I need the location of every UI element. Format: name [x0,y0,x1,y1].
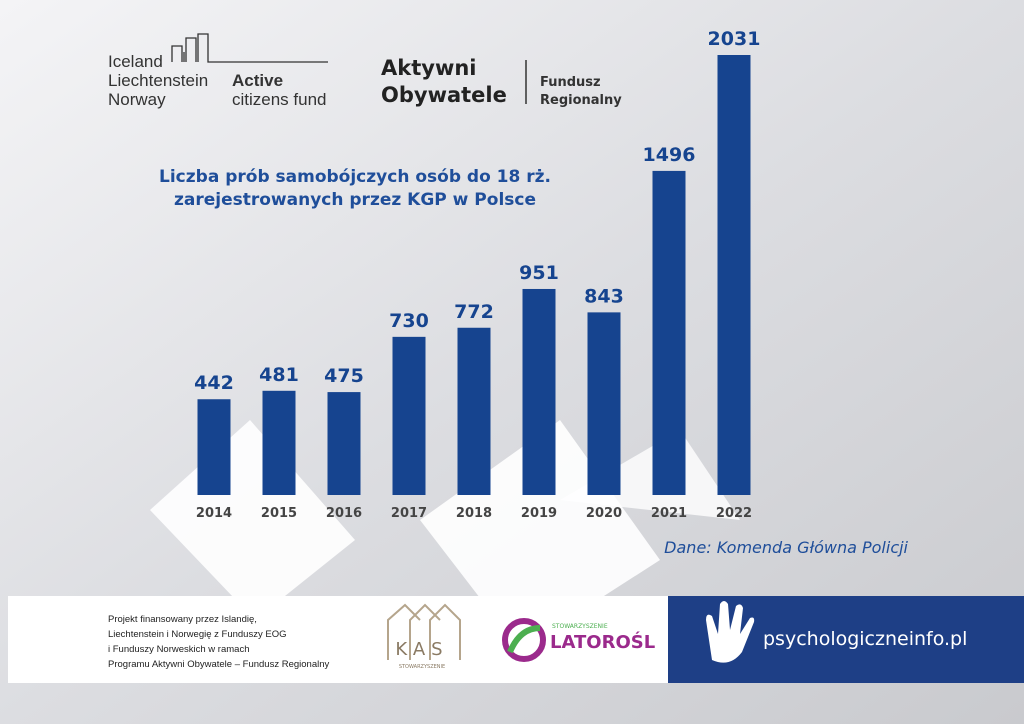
bar [522,288,556,495]
logo-text: Norway [108,90,166,109]
bar [587,312,621,495]
footer-line: i Funduszy Norweskich w ramach [108,644,250,655]
logo-text: Iceland [108,52,163,71]
x-tick-label: 2021 [651,506,687,521]
footer-text: Projekt finansowany przez Islandię, Liec… [108,614,330,670]
logo-text: Obywatele [381,83,507,107]
x-tick-label: 2022 [716,506,752,521]
footer-line: Projekt finansowany przez Islandię, [108,614,257,625]
value-label: 843 [584,285,624,307]
footer-line: Liechtenstein i Norwegię z Funduszy EOG [108,629,286,640]
value-label: 481 [259,364,299,386]
bar [717,55,751,495]
value-label: 442 [194,372,234,394]
source: Dane: Komenda Główna Policji [664,538,908,557]
bar [262,390,296,495]
decor [560,430,740,520]
logo-text: Aktywni [381,56,477,80]
chart-title: Liczba prób samobójczych osób do 18 rż. [159,167,551,187]
bar [327,392,361,495]
footer-panel [8,596,668,683]
x-tick-label: 2016 [326,506,362,521]
x-tick-label: 2019 [521,506,557,521]
value-label: 730 [389,310,429,332]
ao-logo: Aktywni Obywatele Fundusz Regionalny [381,56,622,108]
logo-text: Regionalny [540,93,622,108]
x-tick-label: 2015 [261,506,297,521]
x-tick-label: 2018 [456,506,492,521]
x-tick-label: 2017 [391,506,427,521]
logo-text: STOWARZYSZENIE [552,623,608,630]
logo-text: STOWARZYSZENIE [399,664,445,670]
value-label: 475 [324,365,364,387]
site: psychologiczneinfo.pl [763,628,967,650]
bar [392,336,426,495]
eea-logo: Iceland Liechtenstein Norway Active citi… [108,33,328,109]
logo-text: LATOROŚL [550,631,655,653]
logo-text: Liechtenstein [108,71,208,90]
logo-text: Active [232,71,283,90]
value-label: 1496 [643,144,696,166]
bar [652,170,686,495]
chart-title: zarejestrowanych przez KGP w Polsce [174,190,536,210]
value-label: 2031 [708,28,761,50]
value-label: 951 [519,262,559,284]
logo-text: KAS [395,639,448,660]
x-tick-label: 2014 [196,506,232,521]
bar [457,327,491,495]
bar [197,399,231,495]
value-label: 772 [454,301,494,323]
plot: 442 2014 481 2015 475 2016 730 2017 772 2018 951 20… [194,28,760,521]
logo-text: citizens fund [232,90,327,109]
footer-line: Programu Aktywni Obywatele – Fundusz Reg… [108,659,330,670]
x-tick-label: 2020 [586,506,622,521]
logo-text: Fundusz [540,75,601,90]
